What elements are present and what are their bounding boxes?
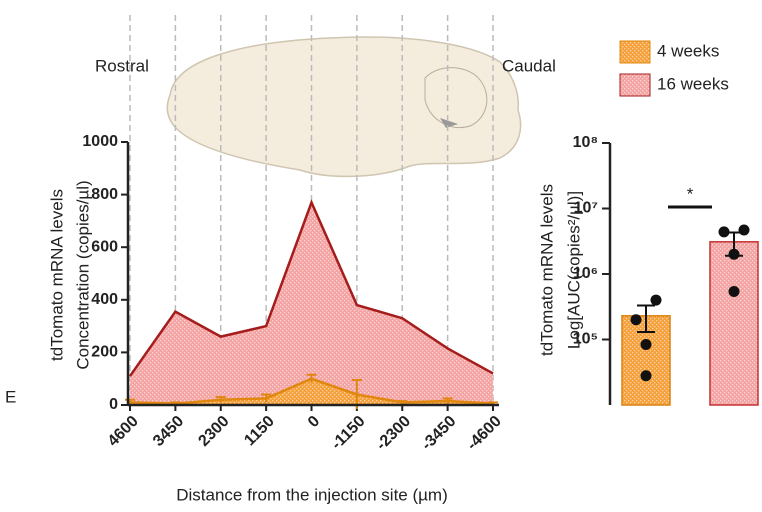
y-tick-label: 800 bbox=[91, 186, 118, 203]
significance-label: * bbox=[687, 184, 694, 203]
y-axis-label: tdTomato mRNA levels bbox=[47, 189, 66, 361]
y-tick-label: 10⁶ bbox=[573, 265, 598, 282]
brain bbox=[166, 36, 522, 178]
data-point bbox=[640, 338, 652, 350]
brain-detail bbox=[440, 118, 458, 128]
error-bar bbox=[215, 396, 226, 403]
bar bbox=[709, 241, 759, 406]
x-tick-label: 2300 bbox=[195, 413, 232, 450]
y-axis-label: Log[AUC(copies²/µl)] bbox=[564, 191, 583, 349]
data-point bbox=[650, 294, 662, 306]
bar bbox=[621, 315, 671, 406]
y-axis-label: Concentration (copies/µl) bbox=[73, 180, 92, 369]
y-tick-label: 10⁵ bbox=[573, 331, 598, 348]
error-bar bbox=[637, 304, 655, 334]
y-tick-label: 10⁸ bbox=[573, 134, 598, 151]
y-tick-label: 1000 bbox=[82, 133, 118, 150]
data-point bbox=[728, 286, 740, 298]
x-tick-label: -1150 bbox=[328, 413, 368, 453]
x-tick-label: 1150 bbox=[241, 413, 278, 450]
data-point bbox=[630, 314, 642, 326]
legend-swatch bbox=[619, 73, 651, 97]
legend-label: 16 weeks bbox=[657, 74, 729, 93]
data-point bbox=[728, 248, 740, 260]
panel-label: E bbox=[5, 387, 16, 406]
y-tick-label: 0 bbox=[109, 396, 118, 413]
area bbox=[130, 202, 493, 405]
x-axis-label: Distance from the injection site (µm) bbox=[176, 485, 448, 504]
annotation: Rostral bbox=[95, 56, 149, 75]
error-bar bbox=[397, 400, 408, 404]
line bbox=[128, 199, 494, 377]
cerebellum bbox=[424, 67, 488, 128]
x-tick-label: 0 bbox=[305, 413, 323, 431]
y-tick-label: 10⁷ bbox=[574, 200, 598, 217]
y-tick-label: 400 bbox=[91, 291, 118, 308]
area bbox=[130, 378, 493, 405]
y-tick-label: 600 bbox=[91, 238, 118, 255]
y-tick-label: 200 bbox=[91, 344, 118, 361]
data-point bbox=[640, 370, 652, 382]
data-point bbox=[718, 226, 730, 238]
x-tick-label: -4600 bbox=[464, 413, 505, 454]
error-bar bbox=[306, 373, 317, 383]
legend-swatch bbox=[619, 40, 651, 64]
data-point bbox=[738, 224, 750, 236]
x-tick-label: 4600 bbox=[105, 413, 142, 450]
y-axis-label: tdTomato mRNA levels bbox=[537, 184, 556, 356]
legend-label: 4 weeks bbox=[657, 41, 719, 60]
x-tick-label: -3450 bbox=[418, 413, 459, 454]
error-bar bbox=[442, 397, 453, 404]
error-bar bbox=[261, 393, 272, 403]
annotation: Caudal bbox=[502, 56, 556, 75]
x-tick-label: 3450 bbox=[150, 413, 187, 450]
x-tick-label: -2300 bbox=[373, 413, 414, 454]
